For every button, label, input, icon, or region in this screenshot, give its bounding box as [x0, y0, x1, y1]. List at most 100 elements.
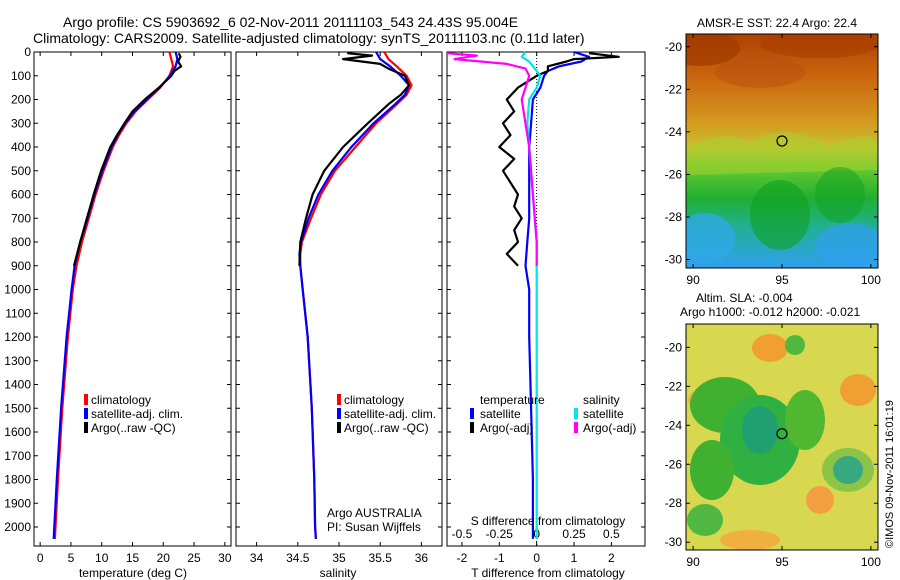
y-tick-label: -26: [665, 457, 683, 471]
sst-map-axes: 90 95 100 -20 -22 -24 -26 -28 -30: [665, 33, 881, 287]
legend-satellite-swatch: [84, 408, 88, 419]
y-tick-label: 800: [11, 235, 31, 249]
legend-temperature-header: temperature: [480, 393, 545, 407]
sst-warm-patch: [686, 34, 740, 66]
sla-high-patch: [720, 530, 780, 550]
legend-s-satellite-swatch: [574, 408, 578, 419]
legend-s-argo-swatch: [574, 422, 578, 433]
s-difference-axis-label: S difference from climatology: [471, 514, 626, 528]
y-tick-label: -30: [665, 535, 683, 549]
legend-argo-swatch: [84, 422, 88, 433]
series-line-argo--adj-: [498, 52, 620, 267]
y-tick-label: -22: [665, 82, 683, 96]
legend-satellite-swatch: [337, 408, 341, 419]
y-tick-label: -30: [665, 252, 683, 266]
y-tick-label: -24: [665, 418, 683, 432]
y-tick-label: 400: [11, 140, 31, 154]
x-tick-label: 35.5: [369, 551, 393, 565]
x-tick-label: 90: [686, 555, 700, 569]
legend-climatology-swatch: [84, 394, 88, 405]
legend-t-satellite-swatch: [470, 408, 474, 419]
y-tick-label: 100: [11, 69, 31, 83]
x-tick-label: 0: [533, 551, 540, 565]
t-difference-axis-label: T difference from climatology: [471, 566, 625, 580]
sst-cool-patch: [815, 223, 878, 267]
legend-satellite-label: satellite-adj. clim.: [344, 407, 436, 421]
series-line-argo---raw--qc-: [298, 52, 411, 266]
y-tick-label: 0: [24, 45, 31, 59]
sst-warm-patch: [715, 56, 805, 88]
y-tick-label: -26: [665, 167, 683, 181]
s-tick-label: -0.25: [486, 527, 514, 541]
sla-core-patch: [742, 406, 778, 454]
legend-climatology-label: climatology: [344, 393, 404, 407]
sla-map-axes: 90 95 100 -20 -22 -24 -26 -28 -30: [665, 323, 881, 569]
x-tick-label: 30: [218, 551, 232, 565]
sla-low-patch: [690, 440, 734, 500]
x-tick-label: -1: [494, 551, 505, 565]
x-tick-label: 95: [775, 555, 789, 569]
legend-t-argo-swatch: [470, 422, 474, 433]
y-tick-label: 1800: [4, 473, 31, 487]
x-tick-label: 95: [775, 273, 789, 287]
figure-title-line1: Argo profile: CS 5903692_6 02-Nov-2011 2…: [63, 14, 518, 30]
x-tick-label: 5: [68, 551, 75, 565]
y-tick-label: 600: [11, 188, 31, 202]
x-tick-label: 100: [861, 273, 881, 287]
series-line-climatology: [299, 51, 413, 539]
sla-field: [686, 324, 878, 550]
sla-map-title-line1: Altim. SLA: -0.004: [696, 291, 793, 305]
salinity-legend: climatology satellite-adj. clim. Argo(..…: [337, 393, 436, 435]
x-tick-label: 0: [37, 551, 44, 565]
temperature-panel: 0 5 10 15 20 25 300100200300400500600700800900…: [4, 45, 232, 580]
legend-salinity-header: salinity: [583, 393, 620, 407]
legend-satellite-label: satellite-adj. clim.: [91, 407, 183, 421]
series-line-argo---raw--qc-: [72, 52, 183, 267]
x-tick-label: 35: [332, 551, 346, 565]
salinity-panel: 34 34.5 35 35.5 36 climatology satellite-adj…: [235, 51, 443, 580]
y-tick-label: 500: [11, 164, 31, 178]
y-tick-label: 1100: [5, 306, 31, 320]
y-tick-label: -24: [665, 125, 683, 139]
y-tick-label: 1200: [4, 330, 31, 344]
sst-green-patch: [815, 167, 865, 223]
x-tick-label: 90: [686, 273, 700, 287]
imos-credit: ©IMOS 09-Nov-2011 16:01:19: [884, 400, 896, 548]
y-tick-label: 2000: [4, 520, 31, 534]
x-tick-label: 34.5: [286, 551, 310, 565]
y-tick-label: 1400: [4, 378, 31, 392]
x-tick-label: 15: [126, 551, 140, 565]
argo-position-marker: [776, 428, 788, 440]
plot-frame: [446, 51, 646, 547]
y-tick-label: -28: [665, 210, 683, 224]
sst-field: [686, 34, 878, 268]
y-tick-label: -20: [665, 340, 683, 354]
y-tick-label: -22: [665, 379, 683, 393]
legend-t-satellite-label: satellite: [480, 407, 521, 421]
difference-legend: temperature salinity satellite Argo(-adj…: [470, 393, 636, 435]
sst-warm-patch: [760, 34, 878, 58]
y-tick-label: -20: [665, 40, 683, 54]
sla-map-title-line2: Argo h1000: -0.012 h2000: -0.021: [680, 305, 860, 319]
series-line-satellite-adj--clim-: [298, 51, 411, 539]
sla-low-patch: [785, 390, 825, 450]
plot-frame: [235, 51, 443, 547]
sla-high-patch: [752, 334, 788, 362]
legend-s-argo-label: Argo(-adj): [583, 421, 636, 435]
x-tick-label: 2: [608, 551, 615, 565]
y-tick-label: 1000: [4, 283, 31, 297]
x-tick-label: 100: [861, 555, 881, 569]
series-line-climatology: [53, 51, 175, 539]
x-tick-label: 25: [187, 551, 201, 565]
legend-argo-swatch: [337, 422, 341, 433]
s-tick-label: 0.25: [562, 527, 586, 541]
y-tick-label: 200: [11, 93, 31, 107]
y-tick-label: 300: [11, 116, 31, 130]
temperature-plot-area: 0 5 10 15 20 25 300100200300400500600700800900…: [4, 45, 232, 565]
y-tick-label: 700: [11, 211, 31, 225]
difference-plot-area: -2 -1 0 1 2-0.5 -0.25 0 0.25 0.5: [446, 50, 646, 565]
x-tick-label: -2: [457, 551, 468, 565]
series-line-argo--adj-: [446, 52, 538, 266]
plot-frame: [33, 51, 232, 547]
